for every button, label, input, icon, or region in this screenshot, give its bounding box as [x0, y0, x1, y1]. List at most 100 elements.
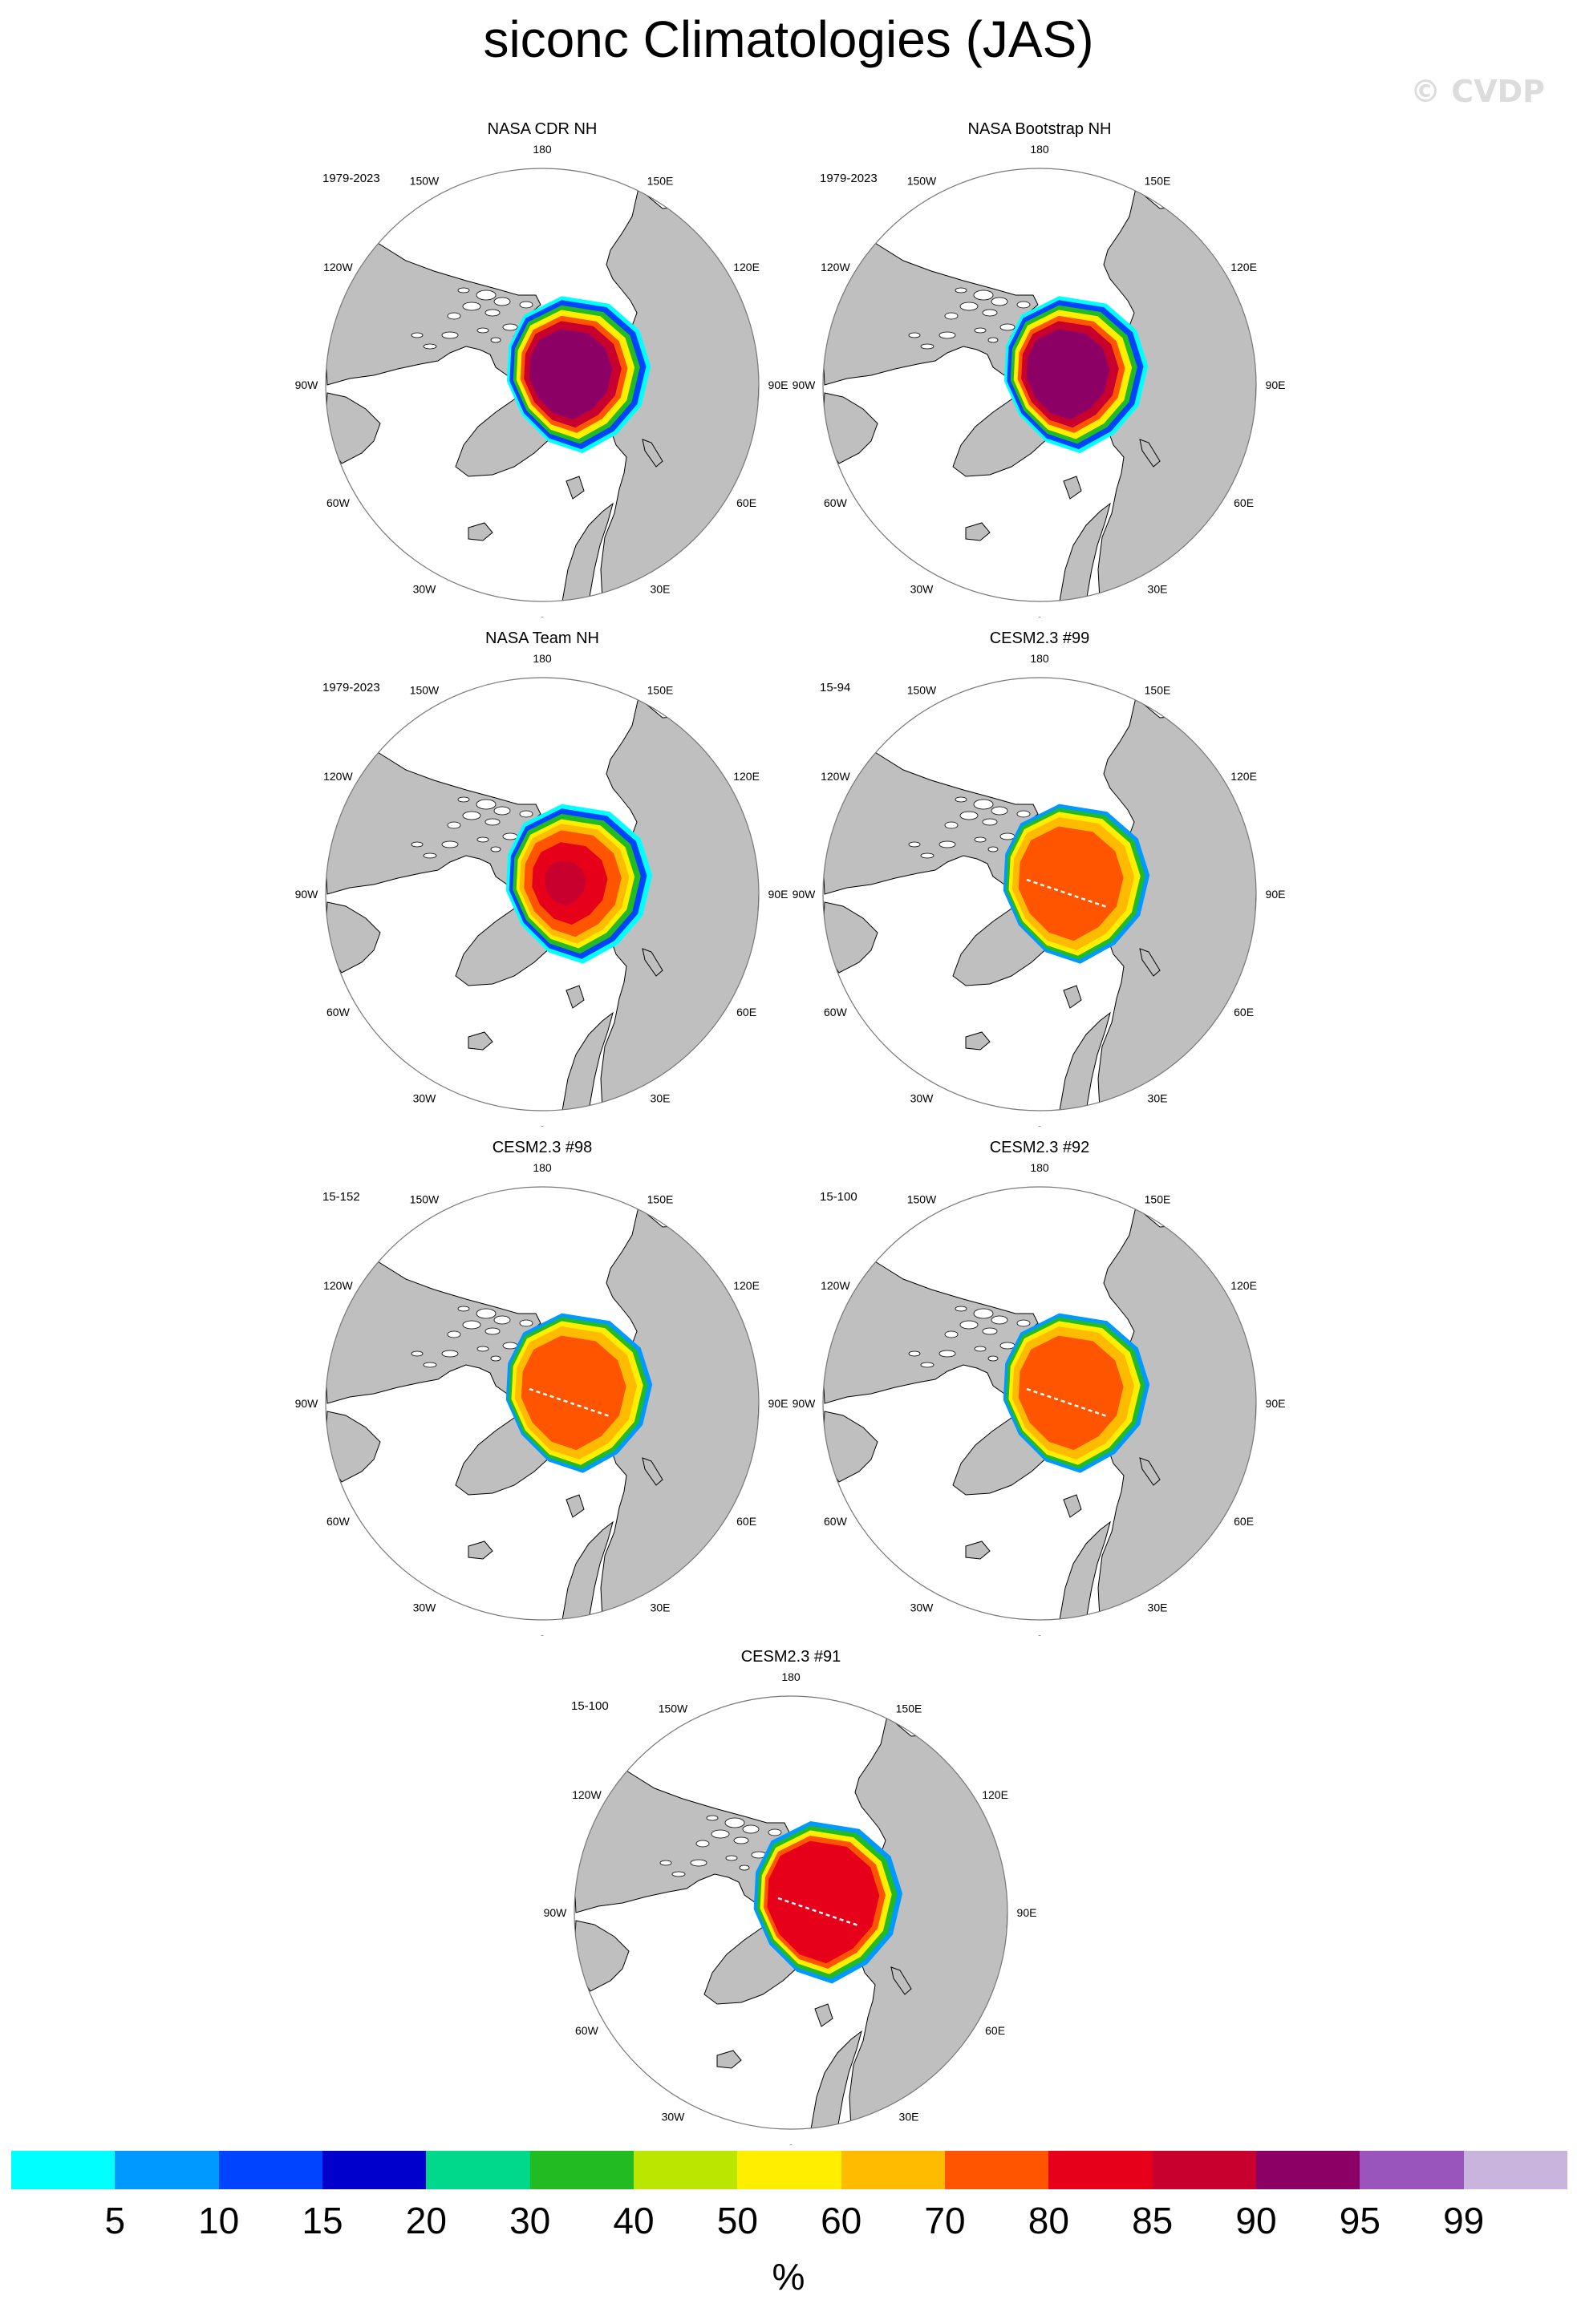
panel-years: 1979-2023	[322, 681, 380, 694]
polar-map: 180 150E 120E 90E 60E 30E 0 30W 60W 90W 120W 150W	[793, 143, 1286, 617]
land-mass	[1063, 985, 1082, 1009]
land-mass	[561, 1520, 614, 1620]
island	[938, 331, 956, 339]
island	[944, 1330, 959, 1338]
longitude-label: 150E	[647, 1192, 674, 1205]
map-body	[326, 1187, 759, 1620]
longitude-label: 120E	[1230, 770, 1257, 783]
island	[938, 1350, 956, 1358]
island	[493, 806, 511, 816]
colorbar-tick-label: 90	[1235, 2200, 1277, 2241]
land-mass	[326, 240, 541, 386]
map-border	[325, 168, 760, 602]
longitude-label: 60W	[824, 1006, 848, 1018]
island	[476, 1346, 489, 1352]
island	[974, 1346, 987, 1352]
figure-title: siconc Climatologies (JAS)	[483, 10, 1094, 68]
longitude-label: 60E	[736, 496, 756, 509]
longitude-label: 30W	[413, 1601, 437, 1614]
land-mass	[1063, 476, 1082, 500]
longitude-label: 30E	[651, 1092, 671, 1105]
map-panel-2: NASA Bootstrap NH 1979-2023 180 150E 120E 9…	[783, 120, 1296, 617]
land-mass	[890, 1966, 912, 1995]
land-mass	[1059, 502, 1111, 601]
longitude-label: 120E	[733, 261, 760, 273]
island	[447, 1330, 461, 1338]
land-mass	[468, 1031, 493, 1051]
longitude-label: 60E	[736, 1515, 756, 1528]
island	[742, 1824, 760, 1834]
land-mass	[468, 522, 493, 541]
panel-title: NASA Bootstrap NH	[967, 120, 1112, 138]
island	[973, 799, 994, 810]
island	[999, 1342, 1016, 1350]
polar-map: 180 150E 120E 90E 60E 30E 0 30W 60W 90W 120W 150W	[793, 1161, 1286, 1636]
longitude-label: 0	[1036, 614, 1043, 617]
land-mass	[561, 502, 614, 601]
land-mass	[642, 948, 663, 977]
colorbar-box	[115, 2151, 220, 2189]
colorbar-box	[1463, 2151, 1568, 2189]
colorbar-tick-label: 80	[1028, 2200, 1069, 2241]
island	[457, 1306, 470, 1312]
island	[920, 852, 934, 859]
island	[973, 1308, 994, 1319]
island	[476, 327, 489, 334]
island	[920, 343, 934, 350]
watermark: © CVDP	[1410, 74, 1545, 109]
sea-ice-contour	[545, 860, 586, 906]
island	[991, 297, 1008, 306]
colorbar-tick-label: 40	[613, 2200, 655, 2241]
longitude-label: 150W	[410, 1192, 440, 1205]
island	[999, 832, 1016, 840]
longitude-label: 120W	[323, 1279, 353, 1292]
longitude-label: 90W	[295, 888, 319, 901]
longitude-label: 90W	[544, 1906, 568, 1919]
map-panel-1: NASA CDR NH 1979-2023 180 150E 120E 90E 60E 3…	[286, 120, 799, 617]
land-mass	[1059, 1520, 1111, 1620]
land-mass	[468, 1541, 493, 1560]
longitude-label: 30E	[1148, 1601, 1168, 1614]
colorbar-box	[634, 2151, 738, 2189]
island	[908, 841, 921, 848]
land-mass	[566, 985, 585, 1009]
longitude-label: 60W	[326, 1006, 351, 1018]
map-border	[325, 1186, 760, 1621]
land-mass	[1139, 439, 1161, 468]
longitude-label: 0	[539, 614, 545, 617]
island	[659, 1860, 672, 1866]
island	[973, 289, 994, 301]
longitude-label: 120E	[733, 770, 760, 783]
island	[519, 301, 533, 309]
colorbar-box	[529, 2151, 634, 2189]
longitude-label: 60W	[326, 1515, 351, 1528]
island	[490, 1355, 501, 1362]
longitude-label: 60W	[824, 1515, 848, 1528]
land-mass	[814, 2003, 833, 2027]
island	[411, 332, 424, 338]
island	[908, 1350, 921, 1357]
map-panel-6: CESM2.3 #92 15-100 180 150E 120E 90E 60E 30E 0…	[783, 1139, 1296, 1636]
island	[493, 1315, 511, 1325]
longitude-label: 60W	[575, 2024, 599, 2037]
island	[462, 811, 481, 820]
island	[441, 840, 459, 848]
colorbar	[11, 2151, 1568, 2189]
polar-map: 180 150E 120E 90E 60E 30E 0 30W 60W 90W 120W 150W	[544, 1670, 1037, 2145]
longitude-label: 0	[1036, 1633, 1043, 1636]
island	[991, 806, 1008, 816]
island	[519, 1319, 533, 1327]
longitude-label: 120E	[1230, 1279, 1257, 1292]
colorbar-box	[1256, 2151, 1360, 2189]
land-mass	[561, 1011, 614, 1111]
island	[502, 832, 518, 840]
island	[725, 1855, 738, 1861]
land-mass	[1139, 948, 1161, 977]
panel-title: NASA Team NH	[485, 630, 599, 647]
island	[502, 323, 518, 331]
island	[908, 332, 921, 338]
panel-years: 15-100	[820, 1190, 857, 1204]
island	[493, 297, 511, 306]
longitude-label: 30E	[1148, 583, 1168, 596]
panel-years: 1979-2023	[322, 172, 380, 185]
